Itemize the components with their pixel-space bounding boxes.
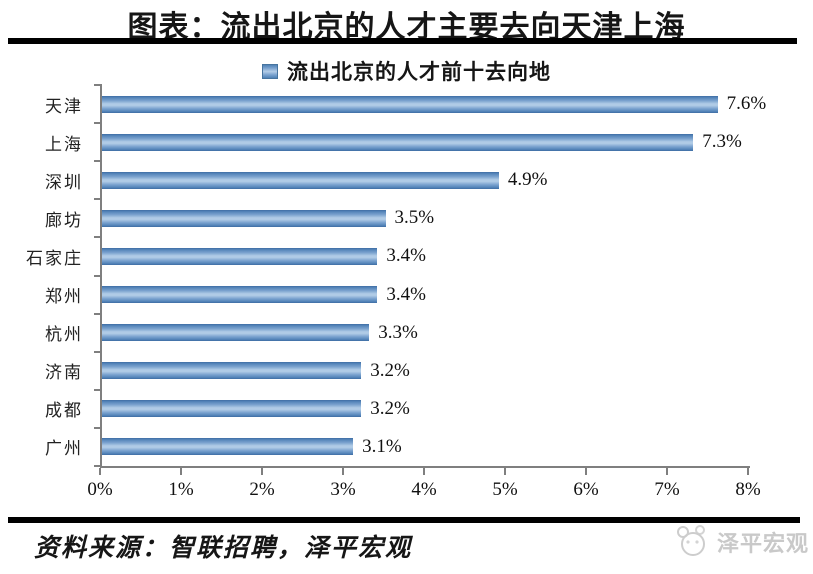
x-axis-label: 5% [492, 479, 518, 500]
bar-row: 7.6% [102, 85, 766, 123]
brand-name: 泽平宏观 [717, 531, 810, 556]
bar-row: 7.3% [102, 123, 750, 161]
value-label: 3.5% [394, 207, 435, 229]
value-label: 4.9% [507, 169, 548, 191]
bar-row: 4.9% [102, 161, 750, 199]
y-axis-tick [94, 312, 102, 315]
bar-row: 3.2% [102, 390, 750, 428]
y-axis-tick [94, 465, 102, 467]
y-axis-tick [94, 122, 102, 125]
category-label: 廊坊 [45, 210, 83, 230]
category-label: 成都 [45, 401, 83, 421]
source-text: 资料来源：智联招聘，泽平宏观 [34, 535, 413, 562]
panda-icon [674, 524, 712, 560]
x-axis-label: 4% [411, 479, 437, 500]
bar [102, 247, 378, 265]
bar [102, 209, 386, 227]
x-axis-tick [99, 468, 101, 475]
bar [102, 133, 694, 151]
category-label: 广州 [45, 439, 83, 459]
bar [102, 171, 499, 189]
x-axis-tick [261, 468, 263, 475]
legend: 流出北京的人才前十去向地 [0, 56, 813, 86]
y-axis-tick [94, 388, 102, 391]
x-axis-tick [666, 468, 668, 475]
legend-swatch-icon [262, 63, 278, 79]
category-label: 杭州 [45, 325, 83, 345]
value-label: 3.2% [370, 397, 410, 419]
bar-row: 3.5% [102, 199, 750, 237]
y-axis-tick [94, 274, 102, 277]
value-label: 3.3% [378, 321, 418, 343]
bar [102, 286, 378, 304]
category-label: 深圳 [45, 172, 83, 192]
footer-divider [8, 517, 800, 523]
category-label: 济南 [45, 363, 83, 383]
value-label: 3.4% [386, 283, 426, 305]
bar [102, 324, 370, 342]
x-axis-label: 7% [654, 479, 680, 500]
brand-logo: 泽平宏观 [674, 524, 809, 560]
x-axis-tick [180, 468, 182, 475]
x-axis-tick [747, 468, 749, 475]
bar [102, 438, 354, 456]
y-axis-tick [94, 236, 102, 239]
bar-rows: 7.6% 7.3% 4.9% 3.5% 3.4% 3.4% 3.3% 3.2% 3.2% 3.1% [102, 85, 766, 466]
x-axis-tick [342, 468, 344, 475]
value-label: 7.6% [726, 93, 767, 115]
y-axis-tick [94, 84, 102, 86]
x-axis-tick [585, 468, 587, 475]
x-axis-label: 0% [87, 479, 113, 500]
category-label: 上海 [45, 134, 83, 154]
title-divider [8, 38, 797, 44]
value-label: 3.1% [362, 435, 402, 457]
category-label: 天津 [45, 96, 83, 116]
value-label: 3.4% [386, 245, 426, 267]
x-axis-tick [423, 468, 425, 475]
category-axis-labels: 天津上海深圳廊坊石家庄郑州杭州济南成都广州 [0, 85, 92, 466]
bar [102, 400, 362, 418]
x-axis-label: 6% [573, 479, 599, 500]
category-label: 石家庄 [26, 248, 83, 268]
x-axis-tick [504, 468, 506, 475]
bar [102, 362, 362, 380]
y-axis-tick [94, 160, 102, 163]
bar-row: 3.4% [102, 275, 750, 313]
bar-row: 3.4% [102, 237, 750, 275]
bar-row: 3.3% [102, 314, 750, 352]
y-axis-tick [94, 350, 102, 353]
x-axis-label: 3% [330, 479, 356, 500]
x-axis: 0% 1% 2% 3% 4% 5% 6% 7% 8% [87, 468, 761, 510]
bar-row: 3.1% [102, 428, 750, 466]
bar-row: 3.2% [102, 352, 750, 390]
plot-area: 7.6% 7.3% 4.9% 3.5% 3.4% 3.4% 3.3% 3.2% 3.2% 3.1% [94, 84, 766, 468]
x-axis-label: 2% [249, 479, 275, 500]
y-axis-tick [94, 426, 102, 429]
value-label: 7.3% [702, 131, 742, 153]
category-label: 郑州 [45, 287, 83, 307]
legend-label: 流出北京的人才前十去向地 [287, 60, 551, 84]
x-axis-label: 1% [168, 479, 194, 500]
value-label: 3.2% [370, 359, 410, 381]
y-axis-tick [94, 198, 102, 201]
x-axis-label: 8% [735, 479, 761, 500]
bar [102, 95, 718, 113]
